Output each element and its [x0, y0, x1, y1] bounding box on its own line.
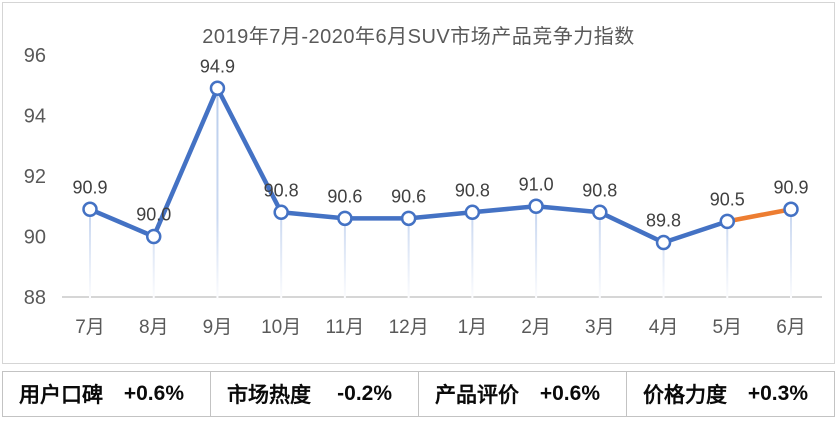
chart-title: 2019年7月-2020年6月SUV市场产品竞争力指数 [202, 26, 635, 48]
chart-panel: 2019年7月-2020年6月SUV市场产品竞争力指数 [2, 2, 835, 364]
stat-label: 用户口碑 [19, 384, 103, 407]
stat-product-rating: 产品评价 +0.6% [418, 372, 626, 416]
stat-value: +0.3% [747, 382, 808, 405]
stat-label: 产品评价 [435, 384, 519, 407]
stat-value: +0.6% [123, 382, 184, 405]
stat-value: +0.6% [539, 382, 600, 405]
stat-market-heat: 市场热度 -0.2% [210, 372, 418, 416]
stat-label: 市场热度 [227, 384, 311, 407]
stat-label: 价格力度 [643, 384, 727, 407]
stat-price-strength: 价格力度 +0.3% [626, 372, 834, 416]
stat-value: -0.2% [337, 382, 392, 405]
stat-user-reputation: 用户口碑 +0.6% [3, 372, 210, 416]
stats-panel: 用户口碑 +0.6% 市场热度 -0.2% 产品评价 +0.6% 价格力度 +0… [2, 371, 835, 417]
